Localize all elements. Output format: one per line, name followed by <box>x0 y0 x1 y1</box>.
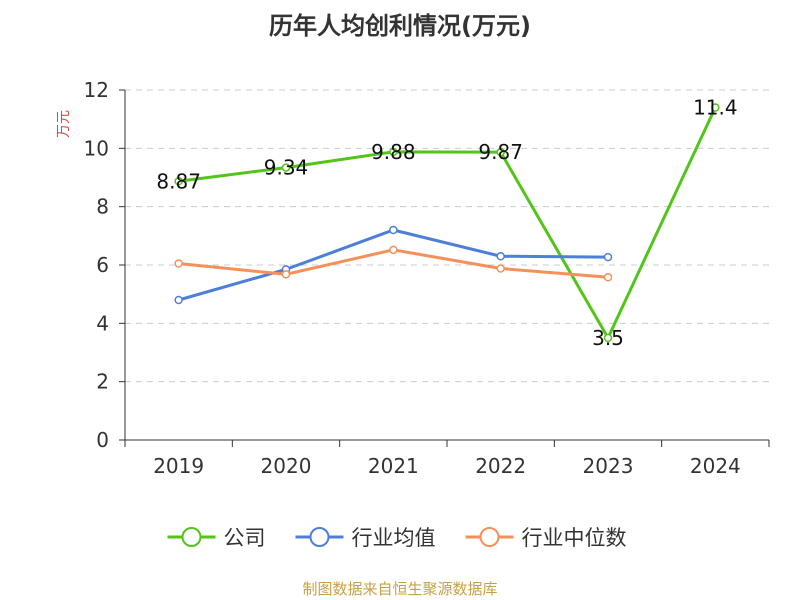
chart-title: 历年人均创利情况(万元) <box>269 12 531 40</box>
y-tick-label: 2 <box>96 370 109 394</box>
data-label: 9.88 <box>371 140 416 164</box>
data-point[interactable] <box>496 264 505 273</box>
data-label: 8.87 <box>156 169 201 193</box>
data-point[interactable] <box>174 177 183 186</box>
legend-marker[interactable] <box>479 527 500 547</box>
y-axis-label: 万元 <box>56 110 72 138</box>
data-point[interactable] <box>496 147 505 157</box>
data-point[interactable] <box>603 252 613 262</box>
legend-label[interactable]: 公司 <box>224 526 266 550</box>
grid-lines <box>125 89 769 383</box>
legend-label[interactable]: 行业中位数 <box>522 526 627 550</box>
axes: 0 2 4 6 8 10 12 2019 2020 2021 2022 2023 2024 万元 <box>56 78 770 478</box>
y-tick-label: 0 <box>96 428 109 452</box>
y-tick-label: 12 <box>84 78 109 102</box>
data-labels: 8.87 9.34 9.88 9.87 3.5 11.4 <box>156 96 737 350</box>
data-point[interactable] <box>389 147 398 157</box>
footer-source: 制图数据来自恒生聚源数据库 <box>302 580 498 598</box>
data-label: 3.5 <box>592 326 624 350</box>
x-tick-label: 2019 <box>153 454 204 478</box>
x-tick-label: 2021 <box>368 454 419 478</box>
series-lines <box>174 103 720 343</box>
data-label: 9.34 <box>264 156 309 180</box>
legend-marker[interactable] <box>181 527 202 547</box>
data-point[interactable] <box>281 163 291 172</box>
x-tick-label: 2020 <box>261 454 312 478</box>
data-point[interactable] <box>389 245 398 255</box>
data-point[interactable] <box>389 225 398 235</box>
data-point[interactable] <box>603 333 613 343</box>
y-tick-label: 8 <box>96 195 109 219</box>
data-point[interactable] <box>281 270 291 279</box>
x-tick-label: 2024 <box>690 454 741 478</box>
data-point[interactable] <box>174 295 183 305</box>
series-line <box>178 106 717 340</box>
legend-marker[interactable] <box>309 527 330 547</box>
y-tick-label: 4 <box>96 311 109 335</box>
data-point[interactable] <box>603 273 613 282</box>
data-point[interactable] <box>711 103 720 112</box>
x-tick-label: 2023 <box>583 454 634 478</box>
legend-label[interactable]: 行业均值 <box>352 526 436 550</box>
data-point[interactable] <box>174 259 183 268</box>
data-label: 9.87 <box>478 140 523 164</box>
data-point[interactable] <box>496 252 505 261</box>
legend: 公司 行业均值 行业中位数 <box>167 526 627 550</box>
y-tick-label: 6 <box>96 253 109 277</box>
x-tick-label: 2022 <box>475 454 526 478</box>
data-label: 11.4 <box>693 96 738 120</box>
y-tick-label: 10 <box>84 136 109 160</box>
